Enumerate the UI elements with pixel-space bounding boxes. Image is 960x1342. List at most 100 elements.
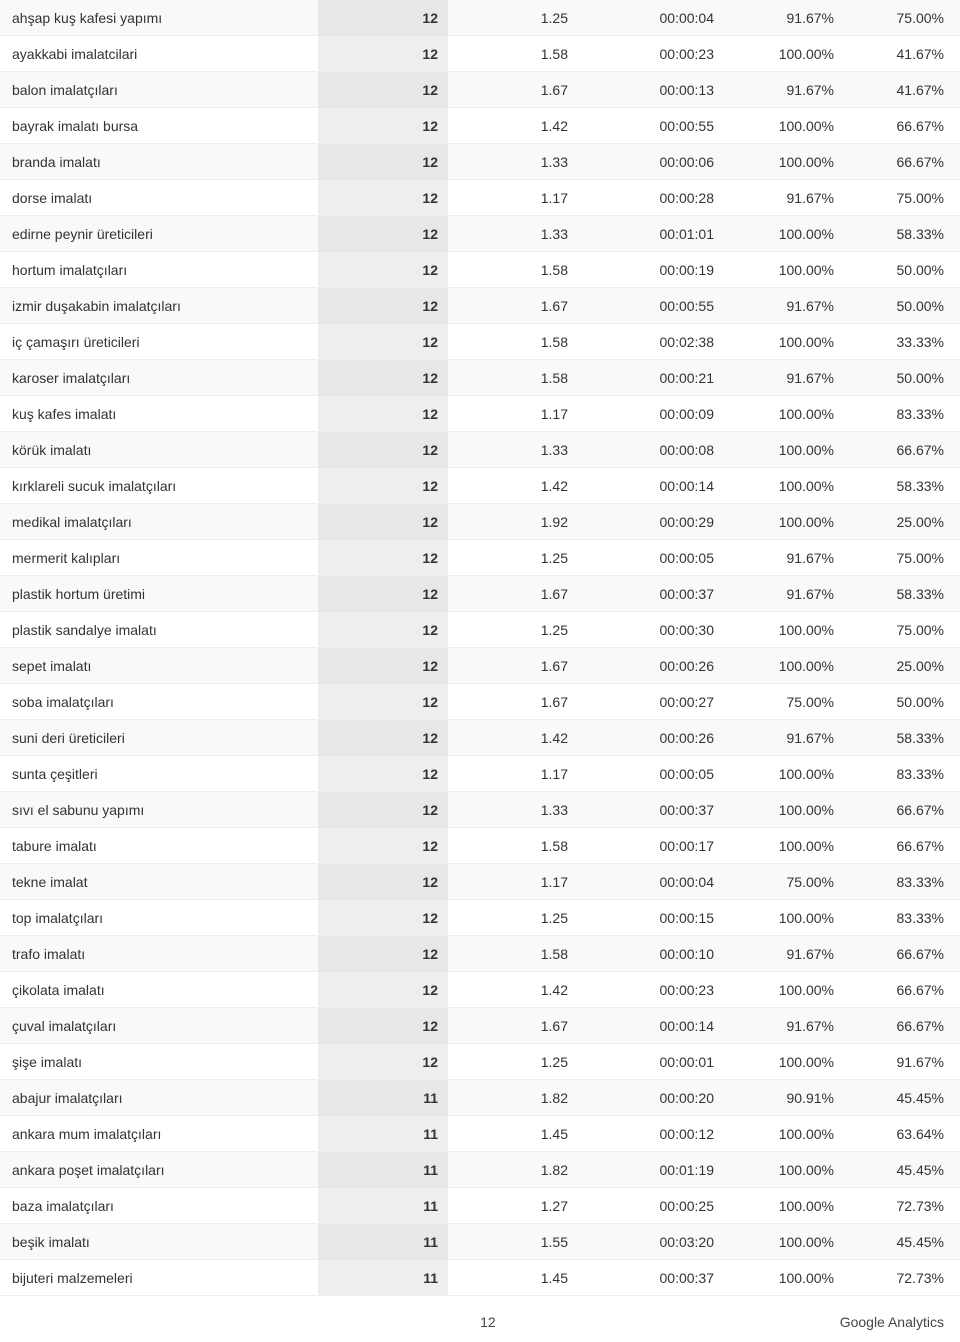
table-row[interactable]: sunta çeşitleri121.1700:00:05100.00%83.3… [0, 756, 960, 792]
bounce-cell: 33.33% [844, 324, 944, 360]
keyword-cell: tabure imalatı [12, 828, 318, 864]
pages-cell: 1.33 [448, 144, 568, 180]
new-visits-cell: 100.00% [724, 1044, 834, 1080]
visits-cell: 12 [318, 252, 438, 288]
duration-cell: 00:00:23 [578, 36, 714, 72]
keyword-cell: karoser imalatçıları [12, 360, 318, 396]
table-row[interactable]: ahşap kuş kafesi yapımı121.2500:00:0491.… [0, 0, 960, 36]
table-row[interactable]: çikolata imalatı121.4200:00:23100.00%66.… [0, 972, 960, 1008]
visits-cell: 12 [318, 684, 438, 720]
page-number: 12 [136, 1314, 840, 1330]
visits-cell: 12 [318, 216, 438, 252]
visits-cell: 11 [318, 1152, 438, 1188]
visits-cell: 11 [318, 1260, 438, 1296]
table-row[interactable]: plastik sandalye imalatı121.2500:00:3010… [0, 612, 960, 648]
table-row[interactable]: dorse imalatı121.1700:00:2891.67%75.00% [0, 180, 960, 216]
duration-cell: 00:00:21 [578, 360, 714, 396]
table-row[interactable]: ankara poşet imalatçıları111.8200:01:191… [0, 1152, 960, 1188]
table-row[interactable]: top imalatçıları121.2500:00:15100.00%83.… [0, 900, 960, 936]
new-visits-cell: 100.00% [724, 1188, 834, 1224]
bounce-cell: 75.00% [844, 0, 944, 36]
table-row[interactable]: bayrak imalatı bursa121.4200:00:55100.00… [0, 108, 960, 144]
table-row[interactable]: sepet imalatı121.6700:00:26100.00%25.00% [0, 648, 960, 684]
table-row[interactable]: suni deri üreticileri121.4200:00:2691.67… [0, 720, 960, 756]
bounce-cell: 58.33% [844, 216, 944, 252]
keyword-cell: körük imalatı [12, 432, 318, 468]
pages-cell: 1.67 [448, 288, 568, 324]
table-row[interactable]: tabure imalatı121.5800:00:17100.00%66.67… [0, 828, 960, 864]
pages-cell: 1.67 [448, 1008, 568, 1044]
pages-cell: 1.42 [448, 468, 568, 504]
duration-cell: 00:00:15 [578, 900, 714, 936]
bounce-cell: 63.64% [844, 1116, 944, 1152]
keyword-cell: top imalatçıları [12, 900, 318, 936]
table-row[interactable]: abajur imalatçıları111.8200:00:2090.91%4… [0, 1080, 960, 1116]
table-row[interactable]: ayakkabi imalatcilari121.5800:00:23100.0… [0, 36, 960, 72]
keyword-cell: sıvı el sabunu yapımı [12, 792, 318, 828]
pages-cell: 1.42 [448, 108, 568, 144]
bounce-cell: 83.33% [844, 396, 944, 432]
table-row[interactable]: branda imalatı121.3300:00:06100.00%66.67… [0, 144, 960, 180]
table-row[interactable]: medikal imalatçıları121.9200:00:29100.00… [0, 504, 960, 540]
table-row[interactable]: kırklareli sucuk imalatçıları121.4200:00… [0, 468, 960, 504]
duration-cell: 00:00:13 [578, 72, 714, 108]
table-row[interactable]: soba imalatçıları121.6700:00:2775.00%50.… [0, 684, 960, 720]
table-row[interactable]: tekne imalat121.1700:00:0475.00%83.33% [0, 864, 960, 900]
keyword-cell: sepet imalatı [12, 648, 318, 684]
table-row[interactable]: beşik imalatı111.5500:03:20100.00%45.45% [0, 1224, 960, 1260]
table-row[interactable]: bijuteri malzemeleri111.4500:00:37100.00… [0, 1260, 960, 1296]
duration-cell: 00:00:08 [578, 432, 714, 468]
table-row[interactable]: karoser imalatçıları121.5800:00:2191.67%… [0, 360, 960, 396]
pages-cell: 1.42 [448, 720, 568, 756]
table-row[interactable]: körük imalatı121.3300:00:08100.00%66.67% [0, 432, 960, 468]
keyword-cell: kuş kafes imalatı [12, 396, 318, 432]
duration-cell: 00:00:29 [578, 504, 714, 540]
keyword-cell: kırklareli sucuk imalatçıları [12, 468, 318, 504]
new-visits-cell: 100.00% [724, 828, 834, 864]
visits-cell: 12 [318, 396, 438, 432]
visits-cell: 12 [318, 0, 438, 36]
duration-cell: 00:00:14 [578, 468, 714, 504]
pages-cell: 1.25 [448, 612, 568, 648]
table-row[interactable]: balon imalatçıları121.6700:00:1391.67%41… [0, 72, 960, 108]
table-row[interactable]: iç çamaşırı üreticileri121.5800:02:38100… [0, 324, 960, 360]
keyword-cell: mermerit kalıpları [12, 540, 318, 576]
table-row[interactable]: baza imalatçıları111.2700:00:25100.00%72… [0, 1188, 960, 1224]
visits-cell: 12 [318, 972, 438, 1008]
duration-cell: 00:00:12 [578, 1116, 714, 1152]
keyword-cell: trafo imalatı [12, 936, 318, 972]
visits-cell: 12 [318, 828, 438, 864]
visits-cell: 11 [318, 1224, 438, 1260]
table-row[interactable]: izmir duşakabin imalatçıları121.6700:00:… [0, 288, 960, 324]
table-row[interactable]: şişe imalatı121.2500:00:01100.00%91.67% [0, 1044, 960, 1080]
pages-cell: 1.17 [448, 180, 568, 216]
duration-cell: 00:00:17 [578, 828, 714, 864]
duration-cell: 00:00:37 [578, 576, 714, 612]
table-row[interactable]: plastik hortum üretimi121.6700:00:3791.6… [0, 576, 960, 612]
table-row[interactable]: ankara mum imalatçıları111.4500:00:12100… [0, 1116, 960, 1152]
keyword-cell: plastik sandalye imalatı [12, 612, 318, 648]
table-row[interactable]: çuval imalatçıları121.6700:00:1491.67%66… [0, 1008, 960, 1044]
new-visits-cell: 100.00% [724, 648, 834, 684]
new-visits-cell: 100.00% [724, 432, 834, 468]
pages-cell: 1.58 [448, 360, 568, 396]
bounce-cell: 50.00% [844, 360, 944, 396]
table-row[interactable]: mermerit kalıpları121.2500:00:0591.67%75… [0, 540, 960, 576]
keyword-cell: ankara mum imalatçıları [12, 1116, 318, 1152]
bounce-cell: 75.00% [844, 180, 944, 216]
visits-cell: 12 [318, 36, 438, 72]
duration-cell: 00:00:27 [578, 684, 714, 720]
new-visits-cell: 91.67% [724, 576, 834, 612]
table-row[interactable]: hortum imalatçıları121.5800:00:19100.00%… [0, 252, 960, 288]
bounce-cell: 58.33% [844, 720, 944, 756]
table-row[interactable]: edirne peynir üreticileri121.3300:01:011… [0, 216, 960, 252]
new-visits-cell: 91.67% [724, 936, 834, 972]
keyword-cell: bayrak imalatı bursa [12, 108, 318, 144]
table-row[interactable]: sıvı el sabunu yapımı121.3300:00:37100.0… [0, 792, 960, 828]
table-row[interactable]: trafo imalatı121.5800:00:1091.67%66.67% [0, 936, 960, 972]
new-visits-cell: 100.00% [724, 252, 834, 288]
new-visits-cell: 100.00% [724, 504, 834, 540]
table-row[interactable]: kuş kafes imalatı121.1700:00:09100.00%83… [0, 396, 960, 432]
pages-cell: 1.33 [448, 432, 568, 468]
new-visits-cell: 100.00% [724, 900, 834, 936]
